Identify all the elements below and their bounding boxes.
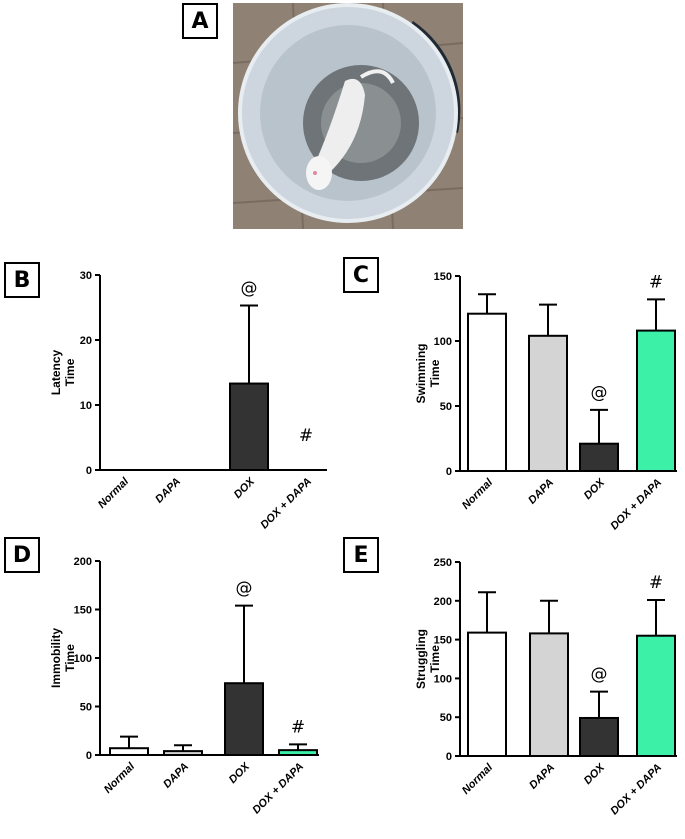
y-axis-label: LatencyTime bbox=[49, 350, 77, 396]
y-tick-label: 20 bbox=[80, 335, 92, 347]
y-axis-label: StrugglingTime bbox=[414, 629, 442, 689]
significance-marker: @ bbox=[591, 665, 608, 685]
bar-dapa bbox=[163, 750, 203, 756]
swimming-time-chart: 0 50 100 150 SwimmingTime Normal DAPA @ DOX # DOX … bbox=[414, 271, 677, 533]
bar-normal bbox=[467, 312, 507, 473]
y-tick-label: 150 bbox=[74, 605, 92, 617]
category-label: DAPA bbox=[526, 477, 556, 507]
panel-label-b: B bbox=[4, 262, 40, 298]
category-label: Normal bbox=[460, 761, 496, 797]
y-axis-label: SwimmingTime bbox=[414, 343, 442, 403]
rat-head bbox=[306, 156, 332, 190]
category-label: DAPA bbox=[527, 762, 557, 792]
y-axis-label: ImmobilityTime bbox=[49, 628, 77, 688]
category-label: DOX + DAPA bbox=[608, 477, 664, 533]
bar-dox bbox=[579, 442, 619, 472]
significance-marker: # bbox=[299, 426, 313, 446]
latency-time-chart: 0 10 20 30 LatencyTime Normal DAPA @ DOX # DOX + D… bbox=[49, 270, 327, 532]
category-label: DOX bbox=[582, 476, 608, 502]
y-tick-label: 100 bbox=[434, 673, 452, 685]
y-tick-label: 150 bbox=[434, 635, 452, 647]
y-tick-label: 50 bbox=[80, 702, 92, 714]
bar-dox_dapa bbox=[636, 329, 676, 472]
y-tick-label: 100 bbox=[434, 336, 452, 348]
category-label: DAPA bbox=[153, 476, 183, 506]
photo-drawing bbox=[233, 3, 463, 229]
category-label: DOX bbox=[227, 760, 253, 786]
bar-dox bbox=[229, 382, 269, 471]
y-tick-label: 10 bbox=[80, 400, 92, 412]
y-tick-label: 250 bbox=[434, 557, 452, 569]
bar-dox_dapa bbox=[278, 749, 318, 756]
category-label: Normal bbox=[460, 476, 496, 512]
panel-label-a: A bbox=[182, 3, 218, 39]
category-label: DAPA bbox=[161, 761, 191, 791]
bar-normal bbox=[467, 631, 507, 757]
significance-marker: # bbox=[649, 272, 663, 292]
y-tick-label: 0 bbox=[446, 466, 452, 478]
significance-marker: @ bbox=[236, 579, 253, 599]
significance-marker: # bbox=[291, 717, 305, 737]
bar-dox_dapa bbox=[636, 634, 676, 757]
y-tick-label: 50 bbox=[440, 401, 452, 413]
panel-label-e: E bbox=[343, 537, 379, 573]
rat-eye bbox=[313, 171, 317, 175]
y-tick-label: 200 bbox=[74, 556, 92, 568]
rat-tail bbox=[359, 69, 395, 84]
y-tick-label: 200 bbox=[434, 596, 452, 608]
y-tick-label: 0 bbox=[446, 751, 452, 763]
bar-dapa bbox=[529, 632, 569, 757]
rat-swim-test-photo bbox=[233, 3, 463, 229]
struggling-time-chart: 0 50 100 150 200 250 StrugglingTime Normal DAPA @… bbox=[414, 557, 677, 818]
y-tick-label: 50 bbox=[440, 712, 452, 724]
immobility-time-chart: 0 50 100 150 200 ImmobilityTime Normal DAPA @ DOX… bbox=[49, 556, 319, 817]
bar-dox bbox=[579, 716, 619, 757]
bar-dox bbox=[224, 682, 264, 756]
bar-normal bbox=[109, 747, 149, 757]
category-label: DOX + DAPA bbox=[608, 762, 664, 818]
y-tick-label: 100 bbox=[74, 653, 92, 665]
panel-label-c: C bbox=[343, 257, 379, 293]
y-tick-label: 0 bbox=[86, 750, 92, 762]
category-label: DOX bbox=[232, 475, 258, 501]
y-tick-label: 150 bbox=[434, 271, 452, 283]
category-label: Normal bbox=[96, 475, 132, 511]
y-tick-label: 0 bbox=[86, 465, 92, 477]
panel-label-d: D bbox=[4, 537, 40, 573]
category-label: DOX + DAPA bbox=[258, 476, 314, 532]
y-tick-label: 30 bbox=[80, 270, 92, 282]
significance-marker: @ bbox=[591, 383, 608, 403]
significance-marker: @ bbox=[241, 279, 258, 299]
bar-dapa bbox=[528, 334, 568, 472]
category-label: DOX bbox=[582, 761, 608, 787]
category-label: DOX + DAPA bbox=[250, 761, 306, 817]
rat-body bbox=[313, 78, 365, 177]
significance-marker: # bbox=[649, 573, 663, 593]
category-label: Normal bbox=[102, 760, 138, 796]
